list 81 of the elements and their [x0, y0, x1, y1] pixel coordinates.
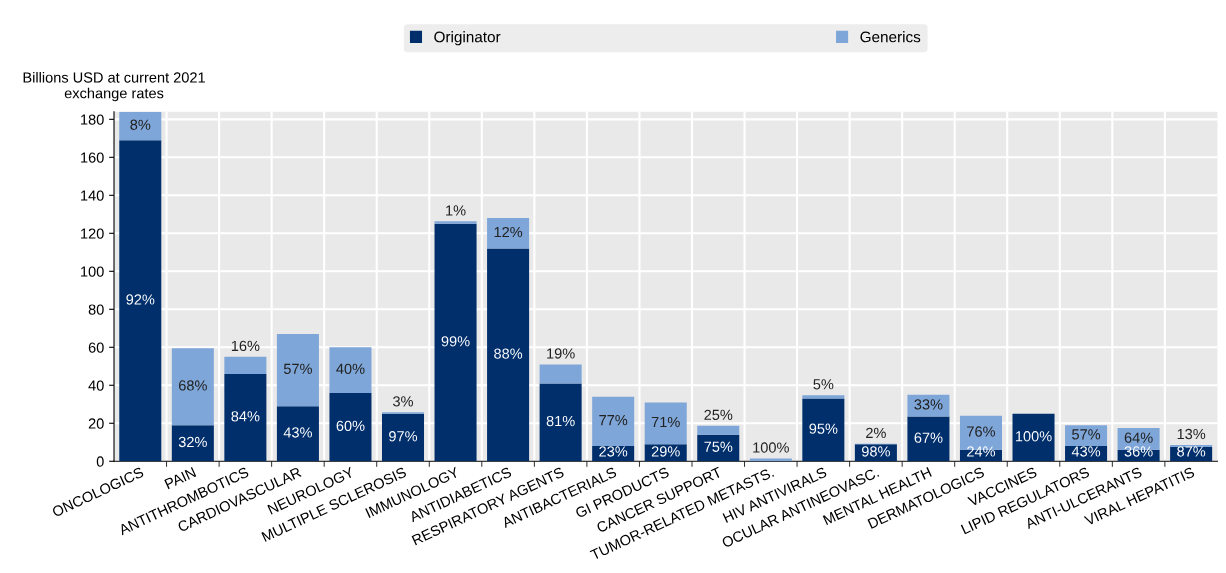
annotation: 23%: [599, 446, 628, 457]
y-tick-label: 140: [81, 190, 104, 201]
bar: [119, 140, 162, 462]
bar: [329, 347, 372, 393]
y-tick-label: 20: [88, 418, 104, 429]
y-tick-label: 100: [81, 266, 104, 277]
annotation: 24%: [967, 446, 996, 457]
bar: [802, 398, 845, 462]
y-tick-label: 40: [88, 380, 104, 391]
legend-label: Generics: [860, 31, 921, 43]
bar: [171, 425, 214, 462]
annotation: 88%: [494, 348, 523, 359]
bar: [171, 348, 214, 426]
annotation: 57%: [1072, 429, 1101, 440]
bar: [539, 364, 582, 384]
annotation: 12%: [494, 226, 523, 238]
bar: [907, 416, 950, 462]
annotation: 67%: [914, 432, 943, 443]
annotation: 1%: [446, 205, 466, 216]
annotation: 98%: [861, 446, 890, 457]
y-tick-label: 160: [81, 152, 104, 163]
annotation: 13%: [1177, 428, 1206, 440]
annotation: 19%: [547, 348, 575, 359]
bar: [539, 383, 582, 462]
bar: [644, 402, 687, 445]
annotation: 92%: [126, 294, 155, 305]
annotation: 95%: [809, 423, 838, 434]
annotation: 5%: [813, 379, 834, 390]
bar: [487, 248, 530, 462]
annotation: 32%: [178, 436, 207, 448]
y-tick-label: 80: [88, 304, 104, 315]
annotation: 3%: [393, 396, 414, 407]
annotation: 16%: [231, 340, 260, 352]
bar: [224, 356, 267, 374]
annotation: 97%: [389, 431, 418, 442]
bar: [276, 406, 319, 462]
annotation: 71%: [651, 416, 680, 428]
annotation: 33%: [914, 399, 943, 410]
bar: [276, 333, 319, 407]
annotation: 57%: [283, 363, 312, 374]
bar: [434, 221, 477, 224]
bar: [1012, 413, 1055, 462]
annotation: 81%: [546, 415, 575, 427]
annotation: 29%: [651, 446, 680, 457]
bar: [697, 425, 740, 435]
annotation: 2%: [866, 427, 886, 438]
annotation: 100%: [753, 442, 789, 453]
annotation: 25%: [704, 409, 733, 421]
legend-label: Originator: [434, 31, 501, 46]
bar: [434, 223, 477, 462]
bar: [907, 394, 950, 417]
bar: [749, 458, 792, 462]
annotation: 43%: [283, 427, 312, 438]
annotation: 100%: [1015, 431, 1052, 442]
y-tick-label: 0: [96, 456, 104, 467]
annotation: 60%: [336, 420, 365, 431]
annotation: 36%: [1124, 446, 1153, 457]
annotation: 8%: [130, 119, 151, 130]
bar: [329, 392, 372, 462]
annotation: 64%: [1124, 432, 1153, 443]
bar: [802, 395, 845, 399]
bar: [381, 413, 425, 462]
y-axis-title: Billions USD at current 2021 exchange rates: [23, 71, 205, 102]
annotation: 76%: [967, 426, 996, 437]
bar: [224, 373, 267, 462]
y-tick-label: 120: [81, 228, 104, 239]
annotation: 43%: [1071, 446, 1101, 457]
annotation: 84%: [231, 411, 260, 422]
bar: [487, 218, 530, 249]
annotation: 40%: [336, 363, 365, 374]
annotation: 99%: [441, 336, 470, 347]
annotation: 75%: [704, 441, 733, 452]
annotation: 68%: [178, 380, 207, 391]
annotation: 87%: [1177, 446, 1206, 457]
bar: [697, 434, 740, 462]
bar: [119, 111, 162, 141]
y-tick-label: 180: [81, 114, 104, 125]
y-tick-label: 60: [88, 342, 104, 353]
bar: [1065, 425, 1108, 447]
annotation: 77%: [599, 415, 628, 426]
bar: [592, 396, 635, 447]
